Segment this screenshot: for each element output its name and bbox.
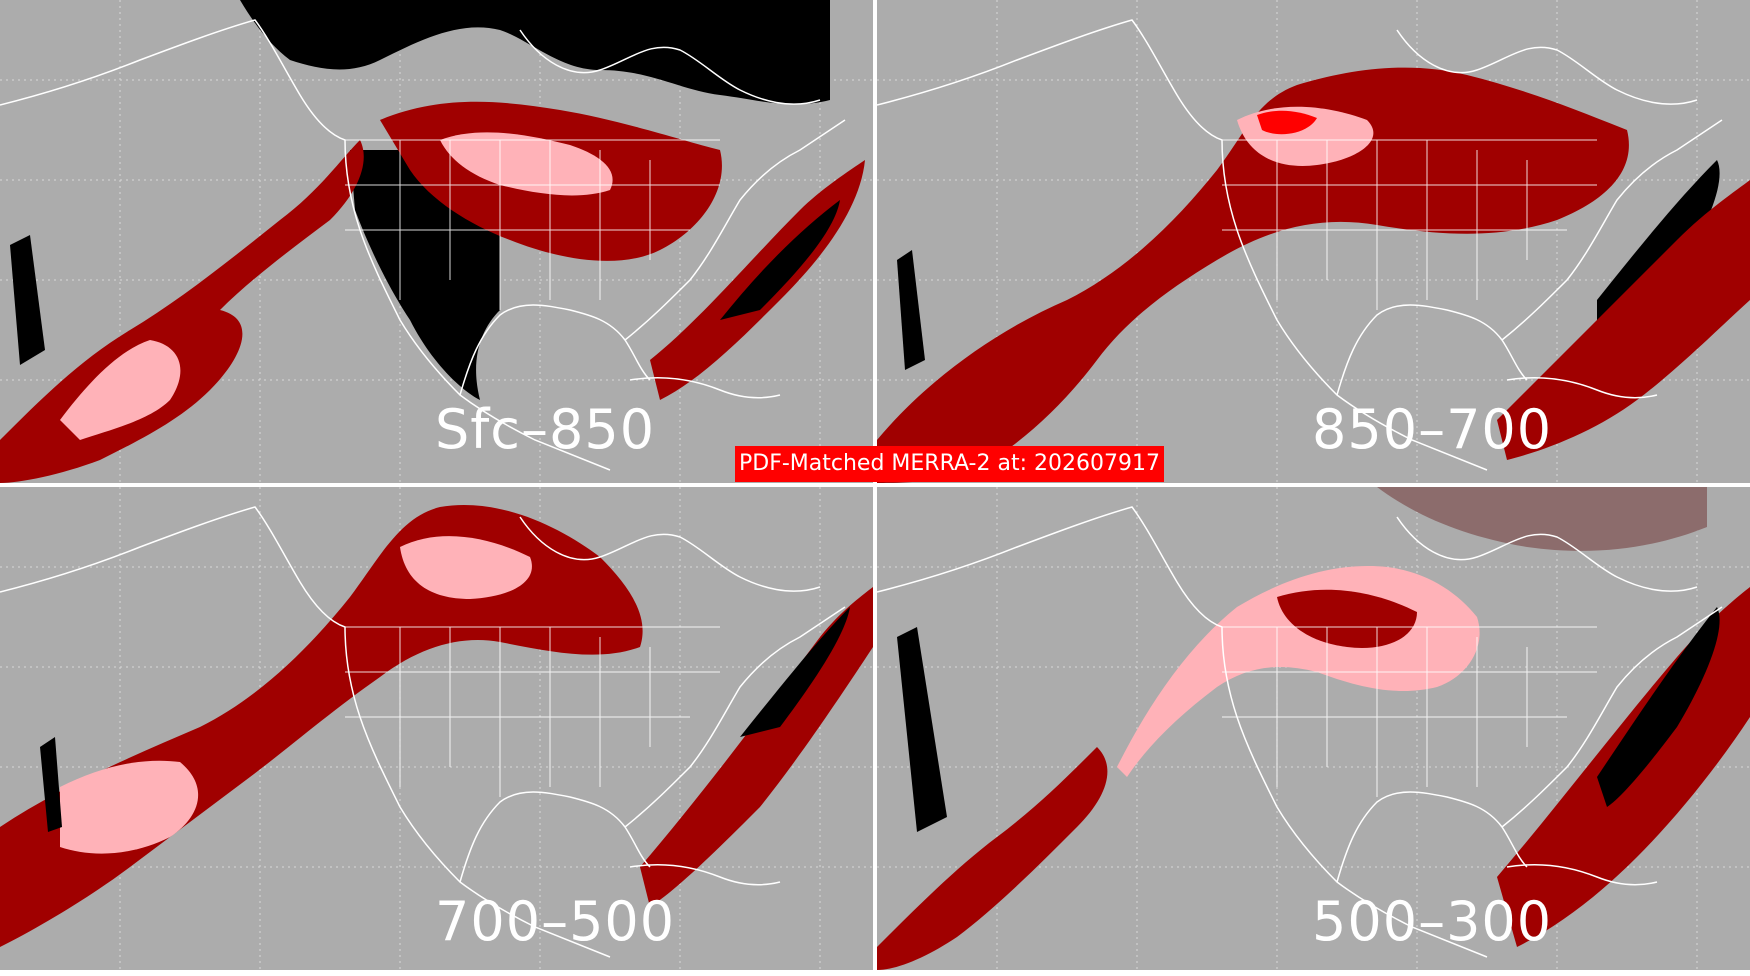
map-panel-850-700: 850–700 (877, 0, 1750, 483)
peak-moisture-core (1257, 110, 1317, 135)
map-panel-sfc-850: Sfc–850 (0, 0, 873, 483)
map-canvas (0, 487, 873, 970)
high-moisture-patch (440, 132, 613, 196)
layer-label: 700–500 (435, 890, 676, 953)
missing-data-wedge (897, 627, 947, 832)
layer-label: 850–700 (1312, 398, 1553, 461)
title-banner: PDF-Matched MERRA-2 at: 202607917 (735, 446, 1164, 482)
moisture-brown-region (1377, 487, 1707, 551)
map-canvas (877, 0, 1750, 483)
high-moisture-core (60, 340, 181, 440)
high-moisture-patch (60, 760, 199, 854)
missing-data-wedge (10, 235, 45, 365)
missing-data-strip (1597, 607, 1720, 807)
map-canvas (877, 487, 1750, 970)
missing-data-wedge (40, 737, 62, 832)
missing-data-strip (720, 200, 840, 320)
missing-data-region-north (240, 0, 830, 105)
moisture-plume-pacific (877, 747, 1108, 970)
layer-label: Sfc–850 (435, 398, 656, 461)
map-panel-700-500: 700–500 (0, 487, 873, 970)
high-moisture-core (400, 536, 532, 599)
missing-data-wedge (897, 250, 925, 370)
map-panel-500-300: 500–300 (877, 487, 1750, 970)
map-canvas (0, 0, 873, 483)
missing-data-strip (740, 607, 850, 737)
moisture-plume (877, 67, 1629, 483)
layer-label: 500–300 (1312, 890, 1553, 953)
moisture-core-dark (1277, 589, 1417, 648)
moisture-band-atlantic (1497, 180, 1750, 460)
